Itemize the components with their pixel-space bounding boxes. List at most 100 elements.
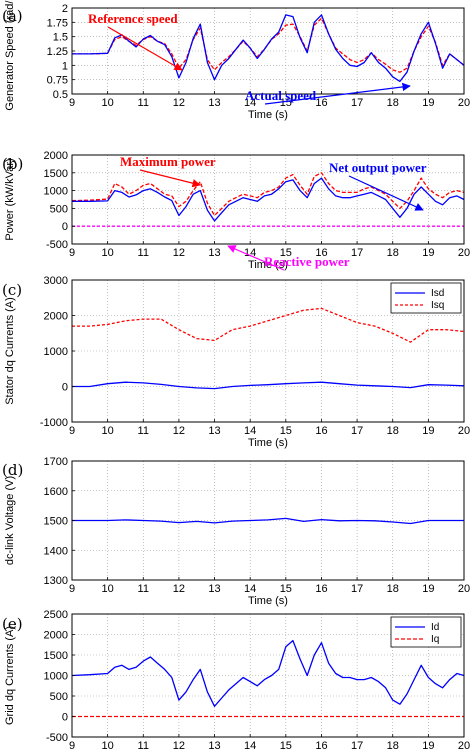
y-tick-label: 0 bbox=[62, 221, 68, 233]
y-tick-label: -1000 bbox=[40, 417, 68, 429]
x-tick-label: 19 bbox=[422, 740, 434, 752]
panel-e: 9 10 11 12 13 14 15 16 17 18 19 20 -500 0 500 1000 1500 2… bbox=[2, 609, 470, 753]
x-tick-label: 17 bbox=[351, 583, 363, 595]
x-tick-label: 19 bbox=[422, 97, 434, 109]
x-tick-label: 12 bbox=[173, 740, 185, 752]
x-tick-label: 16 bbox=[315, 247, 327, 259]
series-line-id bbox=[72, 639, 464, 707]
plot-frame bbox=[71, 154, 465, 245]
panel-c: 9 10 11 12 13 14 15 16 17 18 19 20 -1000 0 1000 2000 300… bbox=[2, 275, 470, 449]
x-tick-label: 10 bbox=[102, 247, 114, 259]
series-group bbox=[72, 14, 464, 83]
x-tick-label: 16 bbox=[315, 583, 327, 595]
x-tick-label: 11 bbox=[138, 425, 149, 437]
legend-label: Isq bbox=[431, 300, 444, 311]
x-tick-label: 13 bbox=[208, 740, 220, 752]
series-group bbox=[72, 307, 464, 390]
y-axis-label: dc-link Voltage (V) bbox=[4, 476, 16, 565]
annotation-arrow bbox=[348, 175, 424, 211]
x-tick-label: 20 bbox=[458, 425, 470, 437]
panel-label: (e) bbox=[2, 615, 23, 633]
legend-label: Isd bbox=[431, 288, 444, 299]
x-tick-label: 12 bbox=[173, 97, 185, 109]
annotation-arrow bbox=[139, 169, 201, 188]
y-tick-label: 1500 bbox=[44, 650, 68, 662]
x-tick-label: 14 bbox=[244, 97, 256, 109]
y-tick-label: -500 bbox=[46, 239, 68, 251]
x-tick-label: 19 bbox=[422, 583, 434, 595]
panel-label: (d) bbox=[2, 461, 23, 479]
annotation-arrow bbox=[264, 82, 411, 105]
series-group bbox=[72, 639, 464, 718]
annotation-label: Actual speed bbox=[245, 88, 317, 103]
annotation-label: Reactive power bbox=[264, 254, 350, 269]
series-line-1 bbox=[72, 14, 464, 83]
y-tick-label: 2500 bbox=[44, 609, 68, 621]
x-axis-label: Time (s) bbox=[248, 595, 288, 607]
annotation-label: Reference speed bbox=[88, 11, 178, 26]
y-axis-label: Stator dq Currents (A) bbox=[4, 297, 16, 405]
x-tick-label: 17 bbox=[351, 247, 363, 259]
series-group bbox=[72, 172, 464, 227]
x-tick-label: 10 bbox=[102, 740, 114, 752]
x-tick-label: 18 bbox=[387, 425, 399, 437]
y-axis-label: Power (kW/kVar) bbox=[4, 158, 16, 240]
x-tick-label: 11 bbox=[138, 97, 149, 109]
x-tick-label: 12 bbox=[173, 583, 185, 595]
y-tick-label: 2000 bbox=[44, 150, 68, 162]
x-tick-label: 18 bbox=[387, 247, 399, 259]
series-line-0 bbox=[72, 172, 464, 217]
x-tick-label: 20 bbox=[458, 740, 470, 752]
x-tick-label: 11 bbox=[138, 583, 149, 595]
x-tick-label: 18 bbox=[387, 740, 399, 752]
y-tick-label: 0.75 bbox=[47, 75, 68, 87]
x-tick-label: 15 bbox=[280, 425, 292, 437]
y-tick-label: 1300 bbox=[44, 575, 68, 587]
x-tick-label: 20 bbox=[458, 247, 470, 259]
y-tick-label: 0 bbox=[62, 712, 68, 724]
y-tick-label: 500 bbox=[50, 691, 68, 703]
x-axis-label: Time (s) bbox=[248, 109, 288, 121]
x-tick-label: 16 bbox=[315, 97, 327, 109]
y-tick-label: 1500 bbox=[44, 168, 68, 180]
y-tick-label: 1700 bbox=[44, 456, 68, 468]
y-tick-label: 1 bbox=[62, 60, 68, 72]
x-tick-label: 18 bbox=[387, 97, 399, 109]
x-tick-label: 12 bbox=[173, 247, 185, 259]
x-tick-label: 17 bbox=[351, 740, 363, 752]
x-tick-label: 20 bbox=[458, 583, 470, 595]
annotation-arrow bbox=[107, 26, 183, 71]
x-tick-label: 19 bbox=[422, 247, 434, 259]
panel-a: 9 10 11 12 13 14 15 16 17 18 19 20 0.5 0.75 1 1.25 1.5 1.… bbox=[2, 0, 470, 121]
panel-label: (b) bbox=[2, 155, 23, 173]
x-tick-label: 14 bbox=[244, 740, 256, 752]
x-tick-label: 9 bbox=[69, 97, 75, 109]
y-tick-label: 1400 bbox=[44, 545, 68, 557]
x-tick-label: 14 bbox=[244, 425, 256, 437]
y-tick-label: 0.5 bbox=[53, 89, 68, 101]
x-tick-label: 15 bbox=[280, 583, 292, 595]
y-axis-label: Grid dq Currents (A) bbox=[4, 626, 16, 725]
x-tick-label: 12 bbox=[173, 425, 185, 437]
series-line-0 bbox=[72, 517, 464, 525]
x-tick-label: 20 bbox=[458, 97, 470, 109]
panel-b: 9 10 11 12 13 14 15 16 17 18 19 20 -500 0 500 1000 1500 2… bbox=[2, 150, 470, 271]
x-tick-label: 11 bbox=[138, 740, 149, 752]
y-tick-label: 1.25 bbox=[47, 46, 68, 58]
x-tick-label: 17 bbox=[351, 97, 363, 109]
x-tick-label: 10 bbox=[102, 97, 114, 109]
legend-box bbox=[390, 616, 462, 648]
y-tick-label: 1.5 bbox=[53, 32, 68, 44]
series-line-isd bbox=[72, 381, 464, 390]
series-group bbox=[72, 517, 464, 525]
annotation-label: Net output power bbox=[329, 160, 427, 175]
x-tick-label: 15 bbox=[280, 97, 292, 109]
y-tick-label: 2 bbox=[62, 3, 68, 15]
x-tick-label: 17 bbox=[351, 425, 363, 437]
y-tick-label: 2000 bbox=[44, 311, 68, 323]
annotation-arrow bbox=[227, 245, 285, 271]
x-tick-label: 18 bbox=[387, 583, 399, 595]
